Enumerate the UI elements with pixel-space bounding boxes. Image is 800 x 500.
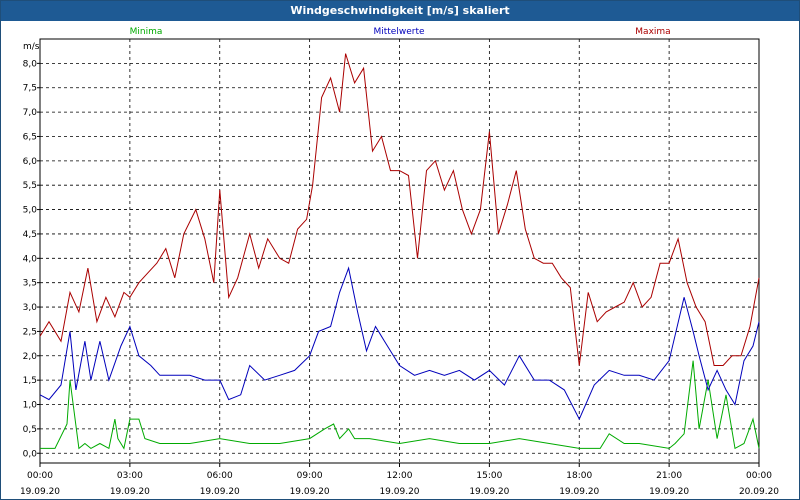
x-tick-time-label: 12:00	[387, 471, 413, 481]
y-tick-label: 4,5	[23, 230, 37, 240]
y-tick-label: 7,5	[23, 84, 37, 94]
y-tick-label: 8,0	[23, 59, 38, 69]
x-tick-date-label: 19.09.20	[469, 487, 509, 497]
legend-maxima: Maxima	[635, 27, 670, 37]
y-tick-label: 6,5	[23, 132, 37, 142]
x-tick-time-label: 00:00	[746, 471, 772, 481]
y-axis-unit: m/s	[23, 42, 40, 52]
series-line-minima	[40, 360, 760, 450]
x-tick-time-label: 21:00	[656, 471, 682, 481]
x-tick-time-label: 00:00	[27, 471, 53, 481]
legend-minima: Minima	[130, 27, 163, 37]
x-tick-date-label: 19.09.20	[559, 487, 599, 497]
y-tick-label: 1,0	[23, 401, 38, 411]
series-line-mittelwerte	[39, 266, 760, 421]
y-tick-label: 3,5	[23, 279, 37, 289]
y-tick-label: 3,0	[23, 303, 38, 313]
x-tick-date-label: 19.09.20	[200, 487, 240, 497]
y-tick-label: 5,0	[23, 206, 38, 216]
y-tick-label: 6,0	[23, 157, 38, 167]
y-tick-label: 7,0	[23, 108, 38, 118]
x-tick-time-label: 03:00	[117, 471, 143, 481]
x-tick-date-label: 19.09.20	[20, 487, 60, 497]
x-tick-date-label: 19.09.20	[290, 487, 330, 497]
x-tick-date-label: 19.09.20	[649, 487, 689, 497]
x-tick-time-label: 06:00	[207, 471, 233, 481]
y-tick-label: 1,5	[23, 376, 37, 386]
series-line-maxima	[39, 53, 760, 366]
x-tick-date-label: 20.09.20	[739, 487, 779, 497]
y-tick-label: 2,0	[23, 352, 38, 362]
x-tick-time-label: 15:00	[476, 471, 502, 481]
y-tick-label: 0,0	[23, 449, 38, 459]
window-title: Windgeschwindigkeit [m/s] skaliert	[1, 1, 799, 21]
x-tick-date-label: 19.09.20	[379, 487, 419, 497]
y-tick-label: 0,5	[23, 425, 37, 435]
y-tick-label: 4,0	[23, 254, 38, 264]
x-tick-date-label: 19.09.20	[110, 487, 150, 497]
x-tick-time-label: 09:00	[297, 471, 323, 481]
y-tick-label: 2,5	[23, 327, 37, 337]
x-tick-time-label: 18:00	[566, 471, 592, 481]
y-tick-label: 5,5	[23, 181, 37, 191]
legend-mittelwerte: Mittelwerte	[373, 27, 424, 37]
